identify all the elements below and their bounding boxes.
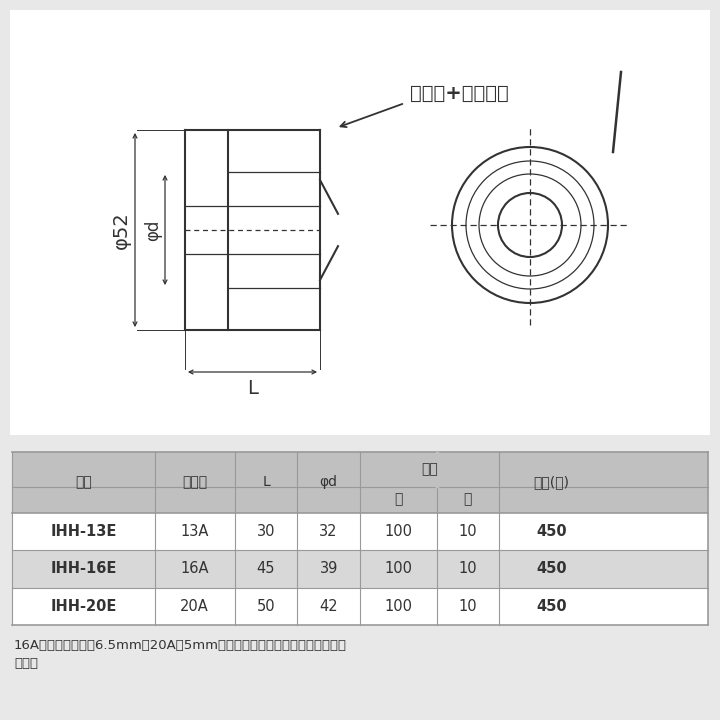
- Text: 10: 10: [459, 562, 477, 576]
- Text: 39: 39: [320, 562, 338, 576]
- Text: 粘着剤+はく離紙: 粘着剤+はく離紙: [410, 84, 509, 102]
- Text: です。: です。: [14, 657, 38, 670]
- Text: φd: φd: [144, 220, 162, 240]
- Text: IHH-20E: IHH-20E: [50, 599, 117, 613]
- Text: 50: 50: [257, 599, 275, 613]
- Text: IHH-16E: IHH-16E: [50, 562, 117, 576]
- Text: L: L: [247, 379, 258, 397]
- Text: 13A: 13A: [181, 523, 209, 539]
- Text: L: L: [262, 475, 270, 490]
- Bar: [12, 550, 708, 588]
- Text: 大: 大: [394, 492, 402, 507]
- Text: 42: 42: [320, 599, 338, 613]
- Text: 10: 10: [459, 599, 477, 613]
- Text: 30: 30: [257, 523, 275, 539]
- Text: 450: 450: [536, 523, 567, 539]
- Text: 品番: 品番: [75, 475, 91, 490]
- Text: φd: φd: [320, 475, 338, 490]
- Text: 20A: 20A: [180, 599, 209, 613]
- Text: 450: 450: [536, 599, 567, 613]
- Bar: [12, 452, 708, 513]
- Text: 16A: 16A: [181, 562, 209, 576]
- Bar: [12, 452, 708, 625]
- Text: 100: 100: [384, 523, 413, 539]
- Text: 100: 100: [384, 562, 413, 576]
- Bar: [10, 10, 710, 435]
- Text: 入数: 入数: [421, 462, 438, 477]
- Text: 32: 32: [320, 523, 338, 539]
- Text: φ52: φ52: [112, 211, 130, 249]
- Text: 16Aの保温材厚さは6.5mm、20Aは5mmです。仮止め用シール（粘着剤）付: 16Aの保温材厚さは6.5mm、20Aは5mmです。仮止め用シール（粘着剤）付: [14, 639, 347, 652]
- Text: 価格(円): 価格(円): [534, 475, 570, 490]
- Text: IHH-13E: IHH-13E: [50, 523, 117, 539]
- Text: 呼び径: 呼び径: [182, 475, 207, 490]
- Text: 450: 450: [536, 562, 567, 576]
- Text: 100: 100: [384, 599, 413, 613]
- Text: 10: 10: [459, 523, 477, 539]
- Text: 小: 小: [464, 492, 472, 507]
- Text: 45: 45: [257, 562, 275, 576]
